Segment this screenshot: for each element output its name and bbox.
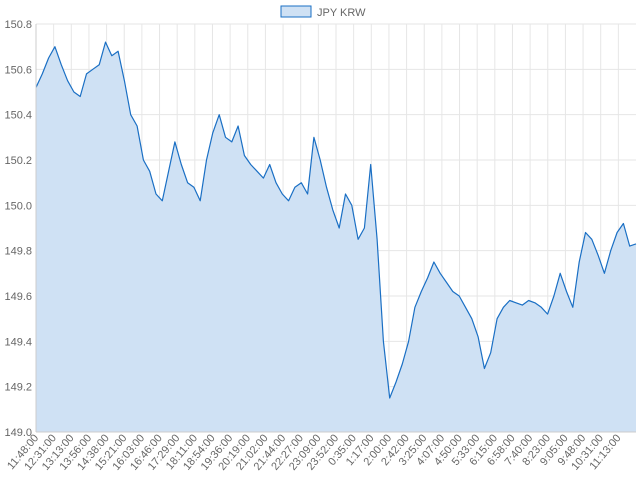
axis-layer: 149.0 149.2 149.4 149.6 149.8 150.0 150.2 150.4…	[4, 19, 636, 473]
y-tick-label: 149.6	[4, 291, 32, 303]
legend-label[interactable]: JPY KRW	[317, 7, 366, 19]
y-tick-label: 149.2	[4, 382, 32, 394]
series-line	[35, 41, 637, 399]
series-area-fill	[36, 42, 636, 432]
y-tick-label: 150.0	[4, 200, 32, 212]
y-tick-label: 150.6	[4, 64, 32, 76]
y-tick-label: 150.4	[4, 110, 32, 122]
y-tick-label: 149.4	[4, 336, 32, 348]
y-tick-label: 150.2	[4, 155, 32, 167]
plot-layer	[35, 41, 637, 432]
y-tick-label: 149.8	[4, 246, 32, 258]
legend[interactable]: JPY KRW	[280, 5, 366, 19]
y-tick-label: 149.0	[4, 427, 32, 439]
legend-swatch[interactable]	[280, 5, 312, 18]
y-tick-label: 150.8	[4, 19, 32, 31]
